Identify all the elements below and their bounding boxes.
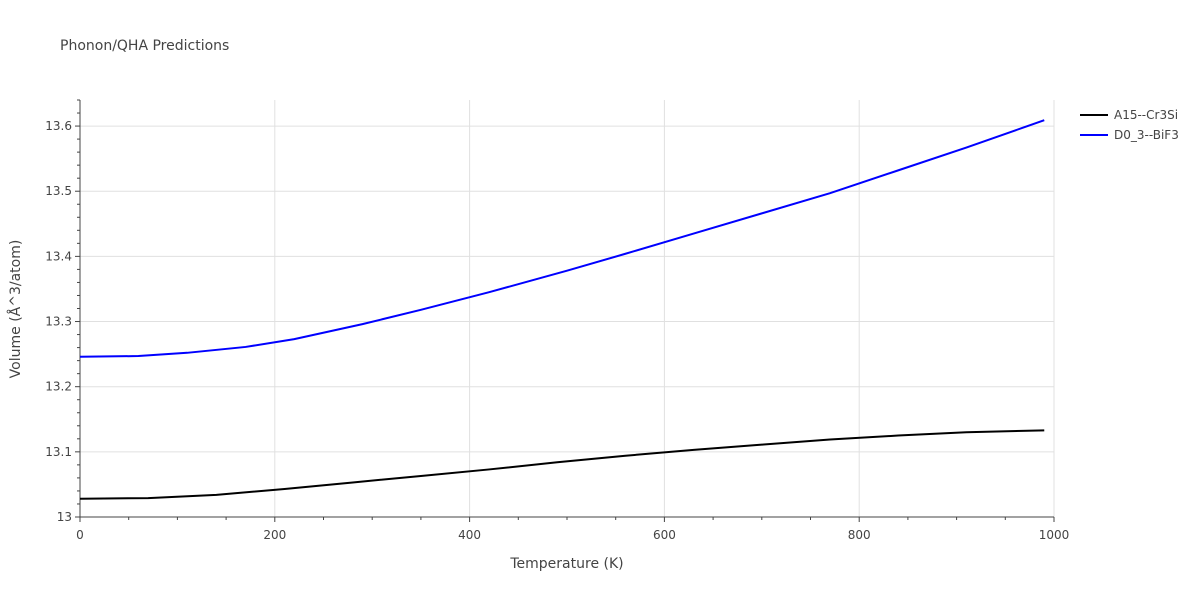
y-tick-label: 13 bbox=[57, 510, 72, 524]
x-tick-label: 600 bbox=[653, 528, 676, 542]
y-tick-label: 13.2 bbox=[45, 380, 72, 394]
series-layer bbox=[79, 119, 1045, 500]
series-line-2 bbox=[79, 119, 1045, 358]
x-tick-label: 400 bbox=[458, 528, 481, 542]
y-tick-label: 13.4 bbox=[45, 249, 72, 263]
x-tick-label: 800 bbox=[848, 528, 871, 542]
series-line-1 bbox=[79, 429, 1045, 500]
chart-title: Phonon/QHA Predictions bbox=[60, 38, 229, 54]
x-tick-label: 1000 bbox=[1039, 528, 1070, 542]
y-tick-label: 13.3 bbox=[45, 315, 72, 329]
grid-layer bbox=[80, 100, 1055, 518]
legend-item[interactable]: A15--Cr3Si bbox=[1080, 108, 1178, 122]
x-axis-title: Temperature (K) bbox=[509, 556, 623, 572]
y-tick-label: 13.6 bbox=[45, 119, 72, 133]
legend-label: A15--Cr3Si bbox=[1114, 108, 1178, 122]
x-tick-label: 0 bbox=[76, 528, 84, 542]
y-axis-title: Volume (Å^3/atom) bbox=[7, 240, 24, 379]
legend[interactable]: A15--Cr3Si D0_3--BiF3 bbox=[1080, 108, 1179, 142]
y-tick-label: 13.5 bbox=[45, 184, 72, 198]
x-tick-label: 200 bbox=[263, 528, 286, 542]
legend-item[interactable]: D0_3--BiF3 bbox=[1080, 128, 1179, 142]
y-tick-label: 13.1 bbox=[45, 445, 72, 459]
legend-label: D0_3--BiF3 bbox=[1114, 128, 1179, 142]
axes-layer: 0 200 400 600 800 1000 13 13.1 13.2 13.3 13.4 13.5 1… bbox=[45, 99, 1070, 542]
